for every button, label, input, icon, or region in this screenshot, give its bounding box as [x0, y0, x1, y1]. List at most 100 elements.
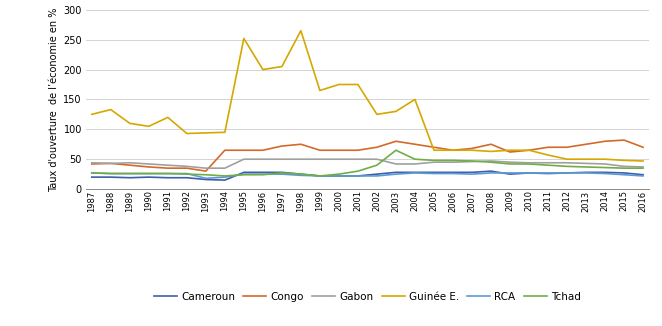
RCA — [620, 173, 628, 177]
Cameroun — [183, 176, 191, 180]
Guinée E. — [373, 112, 381, 116]
Guinée E. — [88, 112, 96, 116]
Gabon — [240, 157, 248, 161]
Line: Congo: Congo — [92, 140, 643, 171]
RCA — [335, 174, 343, 178]
Gabon — [506, 160, 514, 164]
Tchad — [392, 148, 400, 152]
Tchad — [411, 157, 419, 161]
Guinée E. — [354, 82, 362, 86]
Congo — [430, 145, 438, 149]
Gabon — [278, 157, 286, 161]
Guinée E. — [335, 82, 343, 86]
Congo — [525, 148, 533, 152]
Congo — [297, 142, 305, 146]
Tchad — [468, 159, 476, 163]
RCA — [107, 171, 115, 175]
Cameroun — [316, 174, 324, 178]
Congo — [487, 142, 495, 146]
Gabon — [202, 166, 210, 170]
Gabon — [126, 161, 134, 165]
Guinée E. — [506, 148, 514, 152]
Tchad — [544, 163, 552, 167]
Congo — [202, 169, 210, 173]
Gabon — [316, 157, 324, 161]
Cameroun — [544, 171, 552, 175]
Cameroun — [487, 169, 495, 173]
Gabon — [449, 160, 457, 164]
Congo — [468, 146, 476, 150]
Tchad — [525, 162, 533, 166]
Cameroun — [639, 173, 647, 177]
Guinée E. — [411, 97, 419, 101]
Guinée E. — [164, 115, 171, 119]
Gabon — [354, 157, 362, 161]
Tchad — [506, 162, 514, 166]
Congo — [240, 148, 248, 152]
Guinée E. — [126, 121, 134, 125]
Gabon — [620, 164, 628, 168]
Guinée E. — [563, 157, 571, 161]
Cameroun — [88, 175, 96, 179]
Guinée E. — [468, 148, 476, 152]
RCA — [506, 171, 514, 175]
RCA — [297, 173, 305, 177]
Congo — [354, 148, 362, 152]
Guinée E. — [107, 108, 115, 111]
RCA — [392, 172, 400, 176]
Tchad — [221, 174, 229, 178]
Tchad — [563, 164, 571, 168]
Congo — [373, 145, 381, 149]
RCA — [563, 171, 571, 175]
Guinée E. — [259, 67, 267, 71]
Y-axis label: Taux d'ouverture  de l’économie en %: Taux d'ouverture de l’économie en % — [49, 7, 59, 192]
RCA — [601, 171, 609, 175]
Gabon — [544, 161, 552, 165]
Cameroun — [582, 170, 590, 174]
Cameroun — [468, 170, 476, 174]
Congo — [164, 166, 171, 170]
Gabon — [430, 160, 438, 164]
Guinée E. — [582, 157, 590, 161]
Congo — [563, 145, 571, 149]
RCA — [202, 176, 210, 180]
Guinée E. — [183, 131, 191, 136]
Guinée E. — [449, 148, 457, 152]
Guinée E. — [240, 37, 248, 40]
Gabon — [392, 162, 400, 166]
Tchad — [449, 158, 457, 162]
Congo — [145, 165, 153, 169]
Gabon — [221, 166, 229, 170]
RCA — [183, 171, 191, 175]
Guinée E. — [620, 158, 628, 162]
RCA — [449, 171, 457, 175]
Gabon — [639, 165, 647, 169]
Cameroun — [126, 176, 134, 180]
RCA — [354, 174, 362, 178]
Tchad — [639, 166, 647, 170]
Guinée E. — [487, 149, 495, 154]
Congo — [544, 145, 552, 149]
RCA — [259, 172, 267, 176]
Gabon — [259, 157, 267, 161]
Congo — [316, 148, 324, 152]
Tchad — [107, 171, 115, 175]
Tchad — [164, 171, 171, 175]
Cameroun — [335, 174, 343, 178]
Cameroun — [259, 170, 267, 174]
Guinée E. — [278, 65, 286, 68]
Gabon — [183, 164, 191, 168]
Congo — [449, 148, 457, 152]
Guinée E. — [297, 29, 305, 33]
Tchad — [335, 172, 343, 176]
Congo — [506, 150, 514, 154]
Congo — [126, 163, 134, 167]
Congo — [259, 148, 267, 152]
RCA — [126, 171, 134, 175]
Congo — [88, 162, 96, 166]
Congo — [639, 145, 647, 149]
Gabon — [563, 161, 571, 165]
Gabon — [582, 161, 590, 165]
RCA — [582, 171, 590, 175]
Gabon — [107, 161, 115, 165]
